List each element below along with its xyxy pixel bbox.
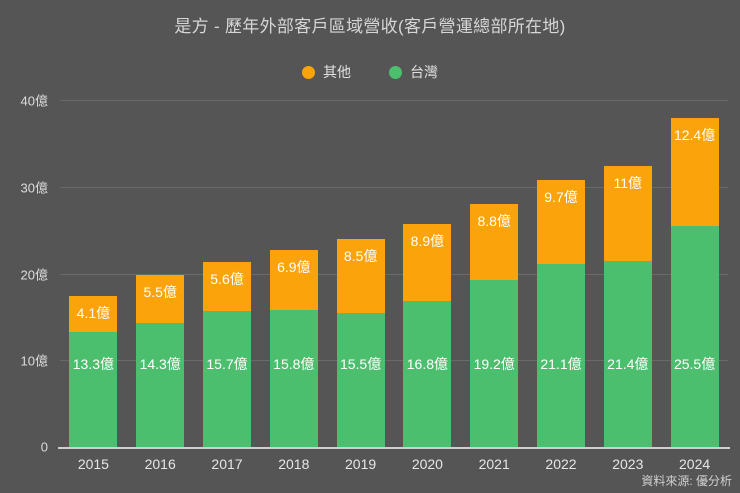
bar-value-label-other: 8.8億 [477, 213, 511, 230]
bar-value-label-other: 4.1億 [76, 305, 111, 322]
y-axis-tick-label: 0 [40, 439, 48, 455]
gridline [60, 360, 728, 362]
bar-segment-other[interactable] [470, 204, 519, 281]
bar-value-label-other: 8.9億 [410, 233, 445, 250]
y-axis-tick-label: 20億 [20, 267, 48, 282]
bar-segment-other[interactable] [269, 250, 318, 310]
x-axis-tick-label: 2017 [211, 456, 243, 472]
chart-legend: 其他 台灣 [0, 62, 740, 82]
bar-group[interactable]: 14.3億 5.5億 [136, 275, 185, 447]
x-axis-tick-label: 2018 [278, 456, 310, 472]
bar-group[interactable]: 15.7億 5.6億 [203, 262, 251, 447]
x-axis-tick-label: 2019 [345, 456, 377, 472]
bar-value-label-taiwan: 16.8億 [406, 356, 449, 372]
x-axis-tick-label: 2022 [545, 456, 577, 472]
source-note: 資料來源: 優分析 [641, 474, 732, 488]
bar-value-label-taiwan: 21.1億 [540, 356, 582, 372]
bar-group[interactable]: 21.4億 11億 [603, 165, 652, 447]
bar-segment-taiwan[interactable] [470, 280, 519, 447]
bar-group[interactable]: 15.5億 8.5億 [336, 238, 385, 447]
bar-value-label-other: 12.4億 [673, 127, 716, 144]
bar-segment-other[interactable] [403, 224, 452, 302]
x-axis-line [58, 447, 730, 449]
bar-value-label-taiwan: 15.7億 [206, 356, 248, 372]
circle-marker-icon [302, 65, 315, 79]
circle-marker-icon [389, 65, 402, 79]
bar-value-label-other: 9.7億 [544, 188, 578, 205]
bar-segment-taiwan[interactable] [403, 301, 452, 447]
x-axis-tick-label: 2023 [612, 456, 644, 472]
bar-segment-other[interactable] [336, 238, 385, 313]
bar-group[interactable]: 15.8億 6.9億 [269, 250, 318, 447]
bar-value-label-taiwan: 14.3億 [139, 356, 181, 372]
bar-value-label-taiwan: 21.4億 [607, 356, 649, 372]
bar-group[interactable]: 19.2億 8.8億 [470, 204, 519, 447]
bar-segment-taiwan[interactable] [136, 322, 185, 447]
bar-segment-taiwan[interactable] [670, 225, 719, 447]
x-axis-tick-label: 2016 [144, 456, 176, 472]
bar-segment-taiwan[interactable] [269, 309, 318, 447]
bar-segment-other[interactable] [136, 275, 185, 323]
legend-item-taiwan[interactable]: 台灣 [389, 62, 438, 82]
gridline [60, 100, 728, 101]
bar-value-label-taiwan: 19.2億 [473, 356, 515, 372]
legend-label-taiwan: 台灣 [410, 64, 438, 80]
bar-group[interactable]: 16.8億 8.9億 [403, 224, 452, 447]
legend-item-other[interactable]: 其他 [302, 62, 351, 82]
chart-title: 是方 - 歷年外部客戶區域營收(客戶營運總部所在地) [174, 17, 566, 36]
plot-area: 13.3億 4.1億 14.3億 5.5億 15.7億 5.6億 15.8億 6.9億 15.5… [60, 100, 728, 447]
bar-value-label-other: 5.6億 [210, 271, 244, 288]
bar-segment-other[interactable] [670, 118, 719, 226]
x-axis-tick-label: 2024 [679, 456, 711, 472]
bar-segment-taiwan[interactable] [69, 331, 118, 447]
bar-segment-other[interactable] [603, 165, 652, 262]
x-axis-tick-label: 2015 [77, 456, 109, 472]
bar-group[interactable]: 25.5億 12.4億 [670, 118, 719, 447]
bar-value-label-other: 5.5億 [143, 284, 177, 301]
bar-segment-taiwan[interactable] [336, 312, 385, 447]
bar-value-label-taiwan: 13.3億 [72, 356, 115, 372]
gridline [60, 273, 728, 275]
bar-segment-taiwan[interactable] [603, 261, 652, 447]
bar-value-label-other: 11億 [613, 174, 643, 191]
y-axis-tick-label: 10億 [20, 353, 48, 369]
y-axis-tick-label: 40億 [20, 93, 48, 109]
x-axis-tick-label: 2020 [411, 456, 443, 472]
bar-segment-taiwan[interactable] [203, 310, 251, 447]
x-axis-tick-label: 2021 [478, 456, 510, 472]
bar-value-label-taiwan: 15.8億 [273, 356, 315, 372]
y-axis-tick-label: 30億 [20, 180, 48, 196]
bar-group[interactable]: 21.1億 9.7億 [537, 179, 585, 447]
bar-value-label-other: 8.5億 [343, 247, 378, 264]
bar-segment-other[interactable] [203, 262, 251, 311]
bar-segment-taiwan[interactable] [537, 263, 585, 447]
bar-segment-other[interactable] [537, 179, 585, 264]
gridline [60, 186, 728, 188]
bar-value-label-taiwan: 25.5億 [673, 356, 716, 372]
bar-segment-other[interactable] [69, 296, 118, 332]
bar-value-label-taiwan: 15.5億 [339, 356, 382, 372]
bar-value-label-other: 6.9億 [277, 259, 311, 276]
bar-group[interactable]: 13.3億 4.1億 [69, 296, 118, 447]
legend-label-other: 其他 [323, 64, 351, 80]
